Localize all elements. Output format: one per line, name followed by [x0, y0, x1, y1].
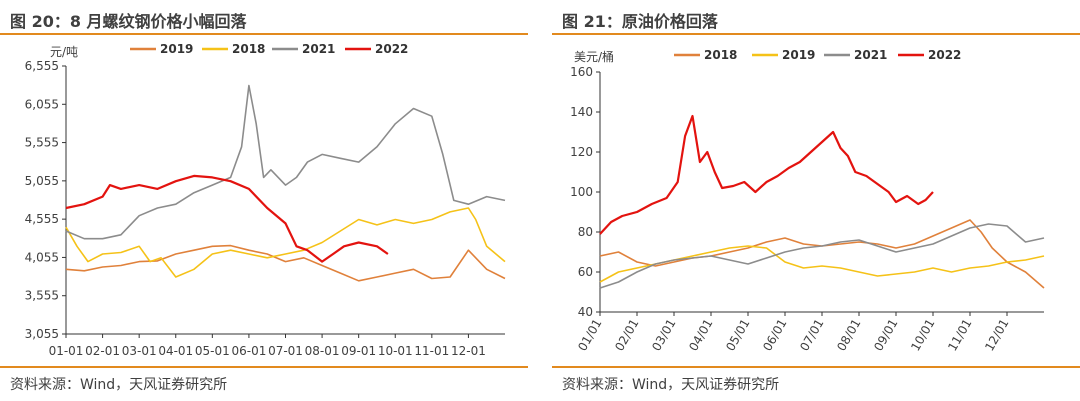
legend-label-2022: 2022: [928, 48, 961, 62]
bottom-rule: [0, 366, 528, 368]
x-tick-label: 10/01: [908, 317, 937, 354]
crude-oil-chart: 160 140 120 100 80 60 40 美元/桶 01/01 02/01 03/01 04/…: [570, 48, 1045, 354]
x-tick-label: 02/01: [612, 317, 641, 354]
series-line-2022: [65, 174, 389, 263]
x-tick-label: 08/01: [834, 317, 863, 354]
y-tick-label: 80: [578, 225, 593, 239]
y-tick-label: 4,055: [25, 250, 59, 264]
y-tick-label: 4,555: [25, 212, 59, 226]
x-tick-label: 03/01: [649, 317, 678, 354]
legend-label-2019: 2019: [160, 42, 193, 56]
x-tick-label: 08-01: [305, 344, 340, 358]
steel-price-chart: 6,555 6,055 5,555 5,055 4,555 4,055 3,555 3,055…: [25, 42, 506, 358]
x-tick-label: 11-01: [414, 344, 449, 358]
steel-price-panel: 图 20：8 月螺纹钢价格小幅回落 6,555 6,055 5,555 5,055 4,…: [0, 0, 528, 401]
bottom-rule: [552, 366, 1080, 368]
y-tick-label: 40: [578, 305, 593, 319]
x-tick-label: 09-01: [341, 344, 376, 358]
x-tick-label: 06-01: [231, 344, 266, 358]
x-tick-label: 05/01: [723, 317, 752, 354]
legend-label-2019: 2019: [782, 48, 815, 62]
y-tick-label: 5,555: [25, 136, 59, 150]
x-tick-label: 06/01: [760, 317, 789, 354]
x-tick-label: 01/01: [575, 317, 604, 354]
legend-label-2021: 2021: [302, 42, 335, 56]
y-tick-label: 3,055: [25, 327, 59, 341]
source-note: 资料来源：Wind，天风证券研究所: [562, 377, 780, 393]
y-tick-label: 6,055: [25, 97, 59, 111]
chart-title: 图 20：8 月螺纹钢价格小幅回落: [10, 12, 247, 31]
x-tick-label: 07/01: [797, 317, 826, 354]
y-tick-label: 3,555: [25, 289, 59, 303]
x-tick-label: 07-01: [268, 344, 303, 358]
series-line-2019: [65, 244, 506, 282]
legend-label-2021: 2021: [854, 48, 887, 62]
x-tick-label: 04-01: [158, 344, 193, 358]
y-tick-label: 120: [570, 145, 593, 159]
y-tick-label: 60: [578, 265, 593, 279]
legend-label-2018: 2018: [704, 48, 737, 62]
x-tick-label: 11/01: [945, 317, 974, 354]
series-line-2022: [599, 114, 934, 235]
y-axis-unit: 元/吨: [50, 45, 78, 59]
y-axis-unit: 美元/桶: [574, 49, 614, 64]
x-tick-label: 12/01: [982, 317, 1011, 354]
legend-label-2018: 2018: [232, 42, 265, 56]
y-tick-label: 5,055: [25, 174, 59, 188]
series-line-2018: [65, 207, 506, 278]
y-tick-label: 160: [570, 65, 593, 79]
x-tick-label: 01-01: [49, 344, 84, 358]
source-note: 资料来源：Wind，天风证券研究所: [10, 377, 228, 393]
x-tick-label: 05-01: [195, 344, 230, 358]
x-tick-label: 09/01: [871, 317, 900, 354]
y-tick-label: 100: [570, 185, 593, 199]
series-line-2018: [599, 219, 1045, 289]
legend-label-2022: 2022: [375, 42, 408, 56]
top-rule: [552, 33, 1080, 35]
x-tick-label: 03-01: [122, 344, 157, 358]
top-rule: [0, 33, 528, 35]
x-tick-label: 04/01: [686, 317, 715, 354]
y-tick-label: 6,555: [25, 59, 59, 73]
x-tick-label: 02-01: [85, 344, 120, 358]
series-line-2021: [65, 84, 506, 240]
series-line-2021: [599, 223, 1045, 289]
y-tick-label: 140: [570, 105, 593, 119]
chart-title: 图 21：原油价格回落: [562, 12, 718, 31]
x-tick-label: 12-01: [451, 344, 486, 358]
x-tick-label: 10-01: [378, 344, 413, 358]
crude-oil-panel: 图 21：原油价格回落 160 140 120 100 80 60 40 美元/桶 01/01 0…: [552, 0, 1080, 401]
